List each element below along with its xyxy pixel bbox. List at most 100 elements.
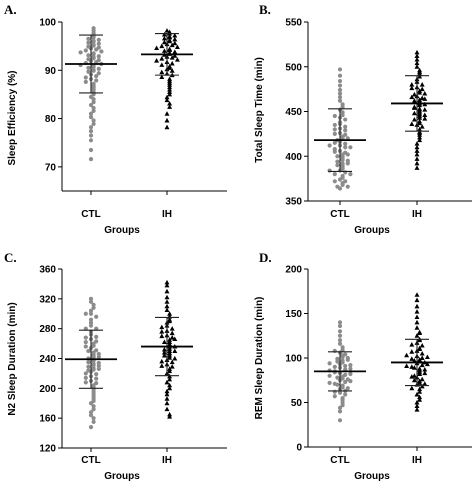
panel-d-ih-point (414, 303, 420, 309)
panel-b-ctl-point (337, 73, 343, 78)
panel-a-ih-point (161, 35, 167, 41)
panel-a-ctl-point (96, 37, 101, 42)
panel-d-ih-point (422, 381, 428, 386)
panel-c-ih-point (169, 330, 175, 336)
panel-d-y-tick-label: 100 (285, 354, 302, 365)
panel-b-ctl-point (335, 159, 340, 164)
panel-c-ih-point (164, 303, 170, 309)
panel-d-ih-point (417, 346, 423, 352)
panel-b-ih-point (414, 56, 420, 62)
panel-d-y-tick-label: 50 (291, 398, 303, 409)
panel-a-ctl-point (88, 133, 94, 138)
panel-a-ctl-point (88, 147, 94, 153)
panel-c-ctl-point (86, 368, 91, 373)
panel-c-ctl-point (83, 311, 88, 316)
panel-a-ctl-point (94, 47, 99, 52)
panel-b-ih-point (422, 112, 428, 118)
panel-b-ih-point (411, 116, 417, 122)
panel-a-ih-point (169, 68, 175, 73)
panel-b-ctl-point (332, 131, 337, 136)
panel-b-ctl-point (343, 170, 348, 175)
panel-c-ih-point (159, 329, 165, 334)
panel-c-ih-point (161, 352, 167, 358)
panel-c-ctl-point (91, 416, 96, 421)
panel-a-ctl-point (88, 102, 94, 108)
panel-d-ih-point (417, 389, 423, 394)
panel-c-ih-point (164, 391, 170, 397)
panel-a-ctl-point (91, 43, 96, 48)
panel-c-ih-point (164, 406, 170, 412)
panel-a-ctl-point (88, 157, 94, 162)
panel-c-ih-point (159, 333, 165, 339)
panel-a-ctl-point (96, 71, 101, 76)
panel-b-ih-point (419, 86, 425, 92)
panel-b-ctl-point (337, 177, 343, 182)
panel-d-ih-point (414, 309, 420, 314)
panel-c-y-tick-label: 240 (39, 354, 56, 365)
panel-c-ih-point (169, 359, 175, 365)
panel-a-ih-point (167, 47, 173, 52)
panel-d-ih-point (417, 371, 423, 376)
panel-a-ih-point (167, 101, 173, 106)
panel-d-ih-point (424, 354, 430, 360)
panel-a-ih-point (167, 38, 173, 44)
panel-b-ctl-point (332, 172, 337, 177)
panel-c-ctl-point (83, 344, 88, 349)
panel-a-ctl-point (86, 69, 91, 74)
panel-b-ctl-point (335, 163, 340, 168)
panel-c-ih-point (167, 355, 173, 360)
panel-c-ctl-point (91, 305, 96, 310)
panel-b-ih-point (422, 116, 428, 121)
panel-c-ih-point (169, 326, 175, 331)
panel-b-ih-point (414, 151, 420, 157)
panel-a-ih-point (172, 53, 178, 58)
panel-d-ctl-point (343, 363, 348, 369)
panel-d-ctl-point (340, 403, 345, 408)
panel-a-ih-point (167, 84, 173, 90)
panel-a-ctl-point (94, 73, 99, 79)
panel-b-ctl-point (340, 104, 345, 110)
panel-c-ctl-point (96, 351, 101, 357)
panel-c-ih-point (164, 400, 170, 406)
panel-a-ih-point (161, 48, 167, 53)
panel-d-y-tick-label: 0 (296, 443, 302, 454)
panel-c-ctl-point (91, 419, 96, 424)
panel-b-ctl-point (345, 152, 350, 157)
panel-b-ctl-point (343, 141, 348, 146)
panel-c-ctl-point (83, 335, 88, 340)
panel-b-ih-point (417, 126, 423, 132)
panel-c-y-tick-label: 120 (39, 444, 56, 455)
panel-c-ih-point (164, 294, 170, 300)
panel-a-ih-point (169, 60, 175, 66)
panel-b-ih-point (417, 130, 423, 135)
panel-a-x-tick-label: CTL (81, 209, 100, 220)
panel-b-ctl-point (337, 87, 343, 93)
panel-c-letter: C. (4, 250, 17, 265)
panel-a-ctl-point (91, 108, 96, 113)
panel-c-ctl-point (96, 363, 101, 369)
panel-d-ih-point (422, 370, 428, 376)
panel-a-ctl-point (96, 41, 101, 46)
panel-d-ih-point (409, 356, 415, 361)
panel-d-ctl-point (327, 380, 332, 386)
panel-a-y-tick-label: 80 (45, 114, 57, 125)
panel-b-ctl-point (327, 168, 332, 173)
panel-d-ih-point (417, 386, 423, 392)
panel-c-ih-point (164, 379, 170, 385)
panel-b-ctl-point (332, 122, 337, 128)
panel-c-ih-point (164, 299, 170, 304)
panel-b-ih-point (414, 64, 420, 69)
panel-c-ctl-point (96, 360, 101, 366)
panel-a-ih-point (161, 39, 167, 45)
panel-a-ctl-point (91, 100, 96, 105)
panel-b-ih-point (409, 85, 415, 91)
panel-c-ctl-point (88, 299, 94, 304)
panel-c-ih-point (167, 311, 173, 316)
panel-b-ih-point (417, 120, 423, 126)
panel-d-ih-point (414, 391, 420, 397)
panel-c-ih-point (161, 339, 167, 345)
panel-d-ih-point (414, 403, 420, 409)
panel-b-ih-point (417, 134, 423, 140)
panel-b-ih-point (411, 105, 417, 110)
panel-c-ih-point (167, 385, 173, 391)
